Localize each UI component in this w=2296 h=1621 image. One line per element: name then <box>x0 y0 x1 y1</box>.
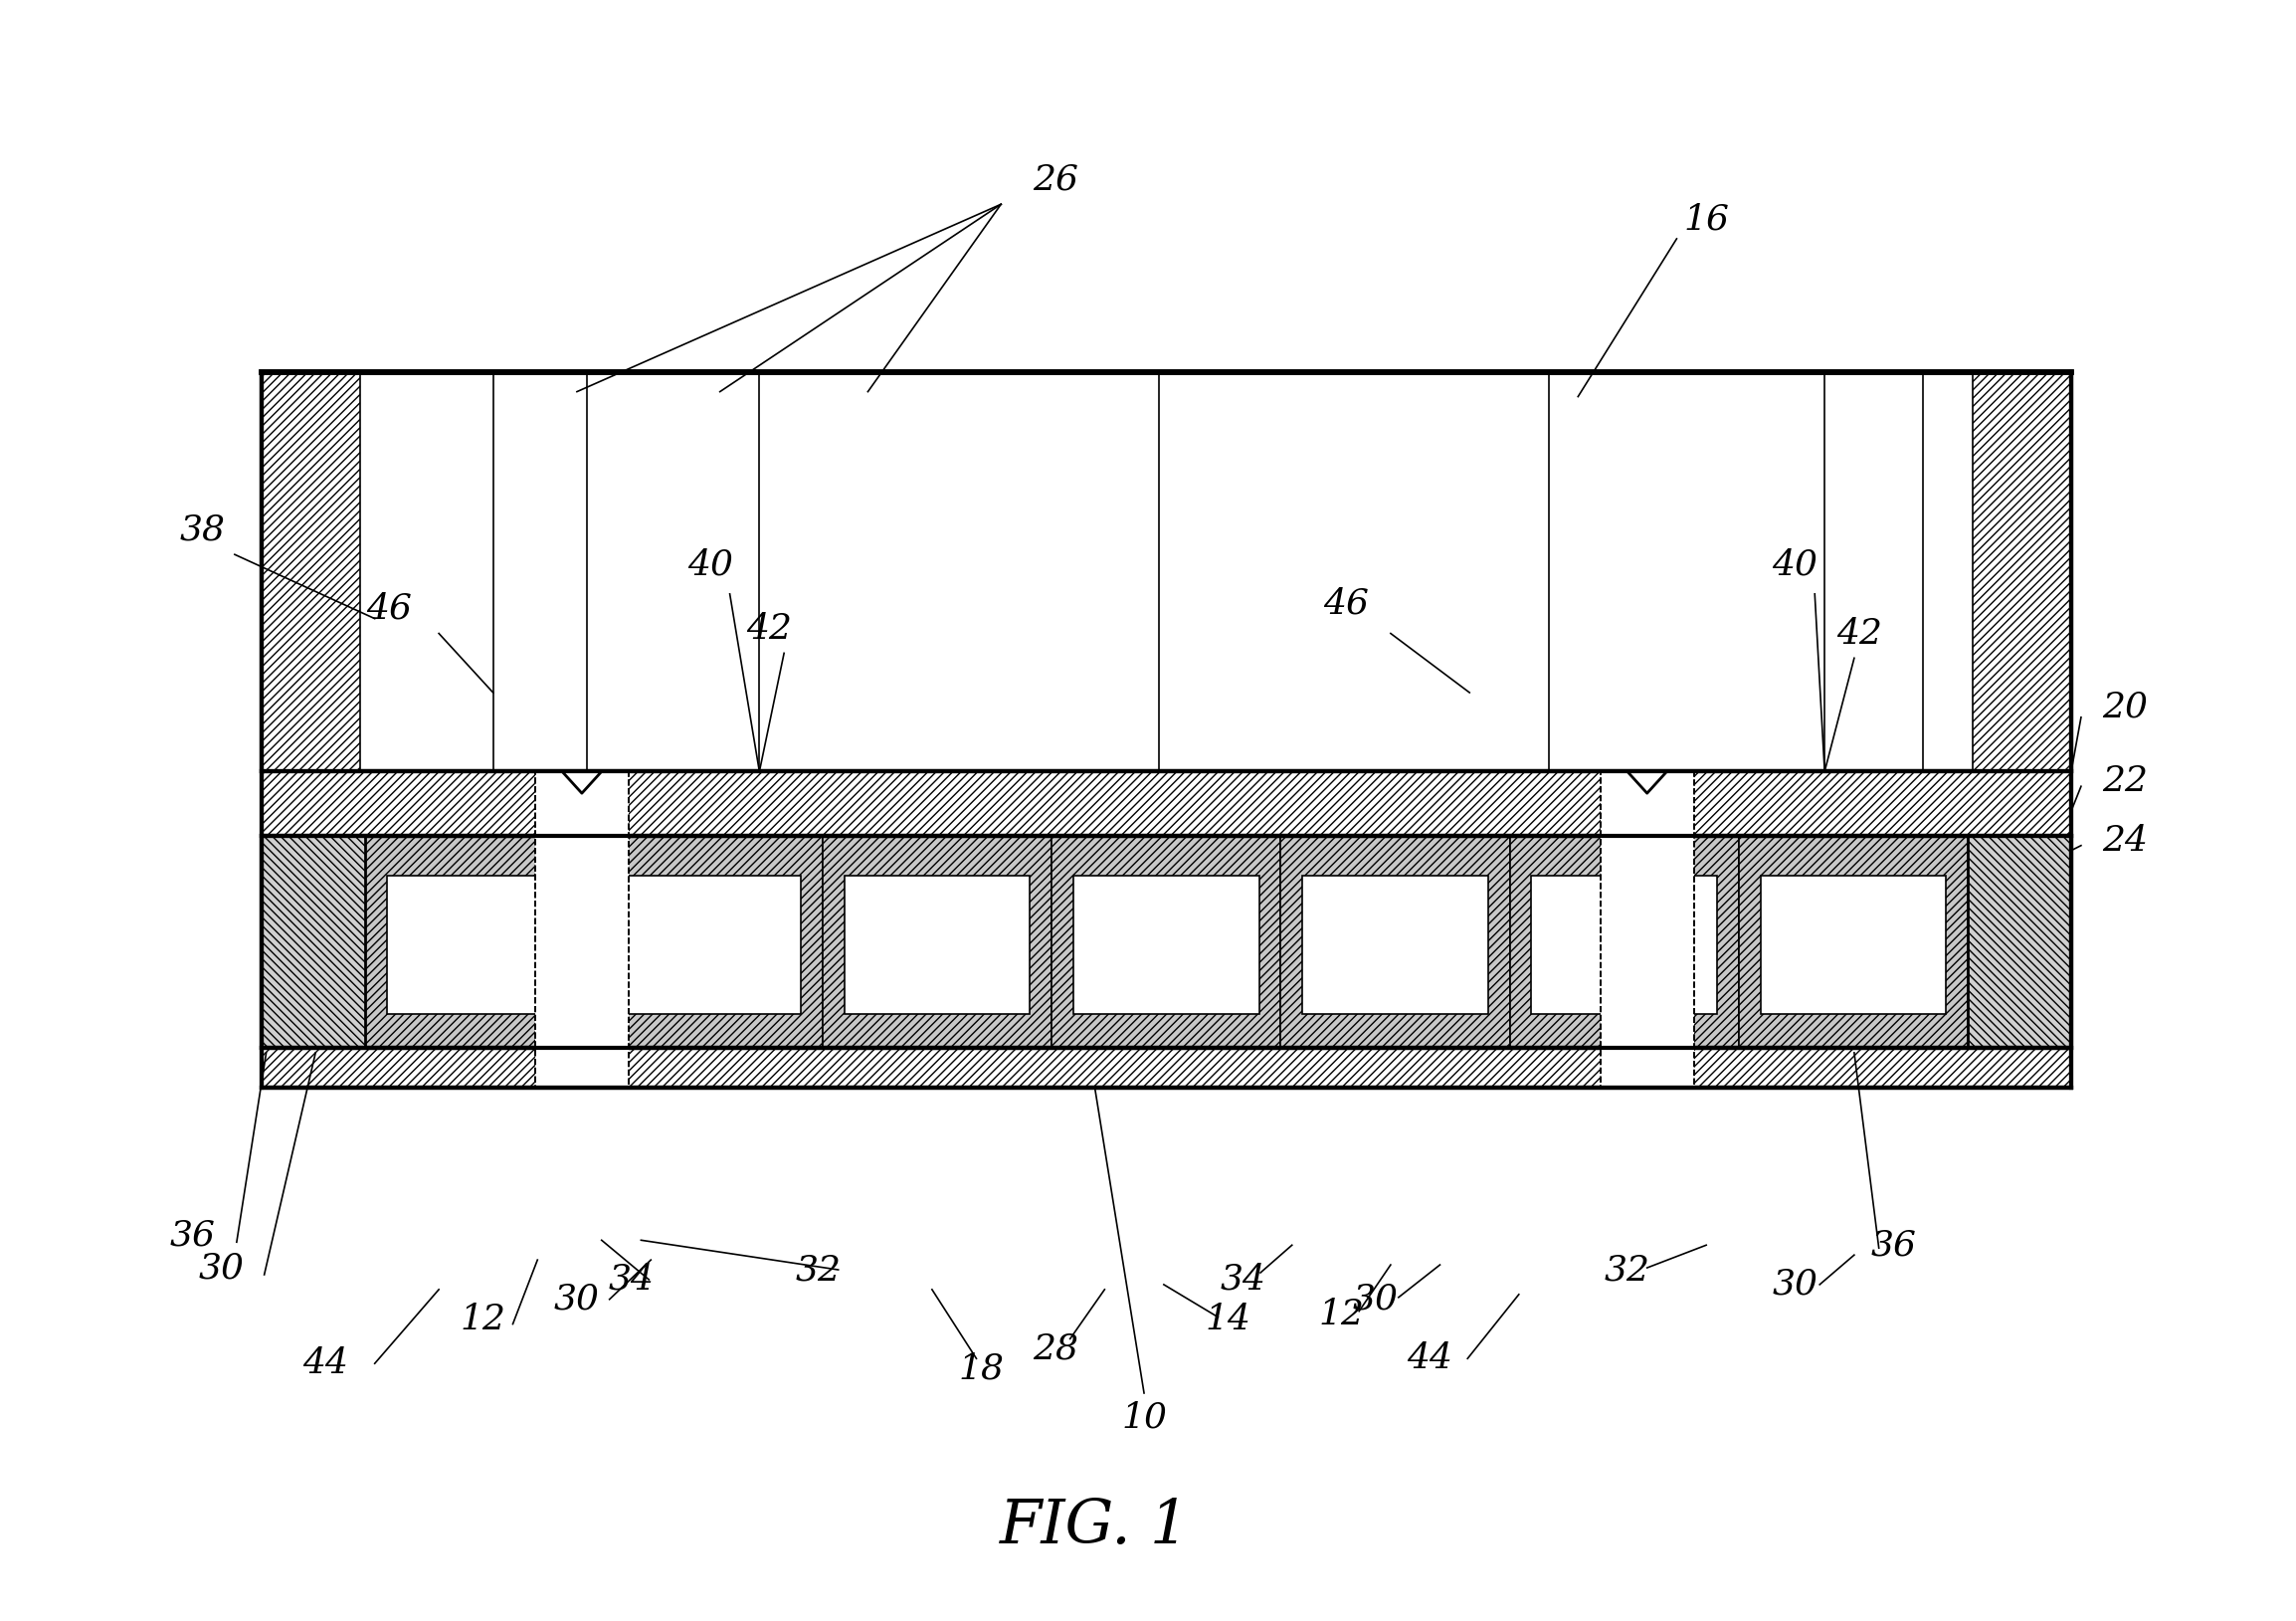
Bar <box>1600 772 1694 1088</box>
Bar <box>615 875 801 1015</box>
Text: 12: 12 <box>1318 1297 1364 1331</box>
Bar <box>535 772 629 1088</box>
Text: 30: 30 <box>553 1282 599 1316</box>
Bar <box>1738 836 1968 1047</box>
Text: 44: 44 <box>1407 1342 1453 1376</box>
Bar <box>262 836 365 1047</box>
Text: 14: 14 <box>1205 1302 1251 1336</box>
Bar <box>1511 836 1738 1047</box>
Text: 30: 30 <box>200 1251 246 1285</box>
Bar <box>1609 772 1685 836</box>
Text: 20: 20 <box>2103 691 2149 725</box>
Bar <box>845 875 1031 1015</box>
Text: 42: 42 <box>1837 616 1883 650</box>
Text: 12: 12 <box>459 1302 505 1336</box>
Text: 46: 46 <box>367 592 413 626</box>
Text: 24: 24 <box>2103 823 2149 858</box>
Text: 16: 16 <box>1683 203 1729 237</box>
Text: 18: 18 <box>957 1352 1003 1386</box>
Bar <box>546 772 620 836</box>
Text: 36: 36 <box>170 1219 216 1251</box>
Text: 34: 34 <box>608 1263 654 1297</box>
Bar <box>1600 772 1694 1088</box>
Bar <box>262 772 2071 836</box>
Bar <box>262 1047 2071 1088</box>
Bar <box>1968 836 2071 1047</box>
Text: 30: 30 <box>1773 1268 1818 1302</box>
Bar <box>262 1023 2071 1047</box>
Bar <box>595 836 822 1047</box>
Bar <box>535 772 629 1088</box>
Text: FIG. 1: FIG. 1 <box>999 1496 1189 1556</box>
Bar <box>262 836 2071 1047</box>
Text: 22: 22 <box>2103 765 2149 798</box>
Bar <box>365 836 595 1047</box>
Text: 36: 36 <box>1871 1229 1917 1263</box>
Text: 44: 44 <box>303 1347 349 1381</box>
Bar <box>262 836 2071 867</box>
Text: 28: 28 <box>1033 1332 1079 1365</box>
Bar <box>386 875 572 1015</box>
Text: 38: 38 <box>179 512 225 546</box>
Text: 30: 30 <box>1352 1282 1398 1316</box>
Text: 34: 34 <box>1219 1263 1265 1297</box>
Text: 46: 46 <box>1322 587 1368 621</box>
Bar <box>262 836 2071 1047</box>
Bar <box>1302 875 1488 1015</box>
Bar <box>822 836 1052 1047</box>
Text: 42: 42 <box>746 611 792 645</box>
Text: 32: 32 <box>797 1253 840 1287</box>
Bar <box>1052 836 1281 1047</box>
Bar <box>1075 875 1258 1015</box>
Text: 32: 32 <box>1605 1253 1651 1287</box>
Text: 40: 40 <box>1773 548 1818 582</box>
Bar <box>262 371 360 772</box>
Bar <box>1972 371 2071 772</box>
Bar <box>1281 836 1511 1047</box>
Bar <box>262 371 2071 772</box>
Bar <box>1761 875 1947 1015</box>
Text: 10: 10 <box>1120 1401 1166 1435</box>
Text: 26: 26 <box>1033 162 1079 196</box>
Text: 40: 40 <box>687 548 732 582</box>
Bar <box>1531 875 1717 1015</box>
